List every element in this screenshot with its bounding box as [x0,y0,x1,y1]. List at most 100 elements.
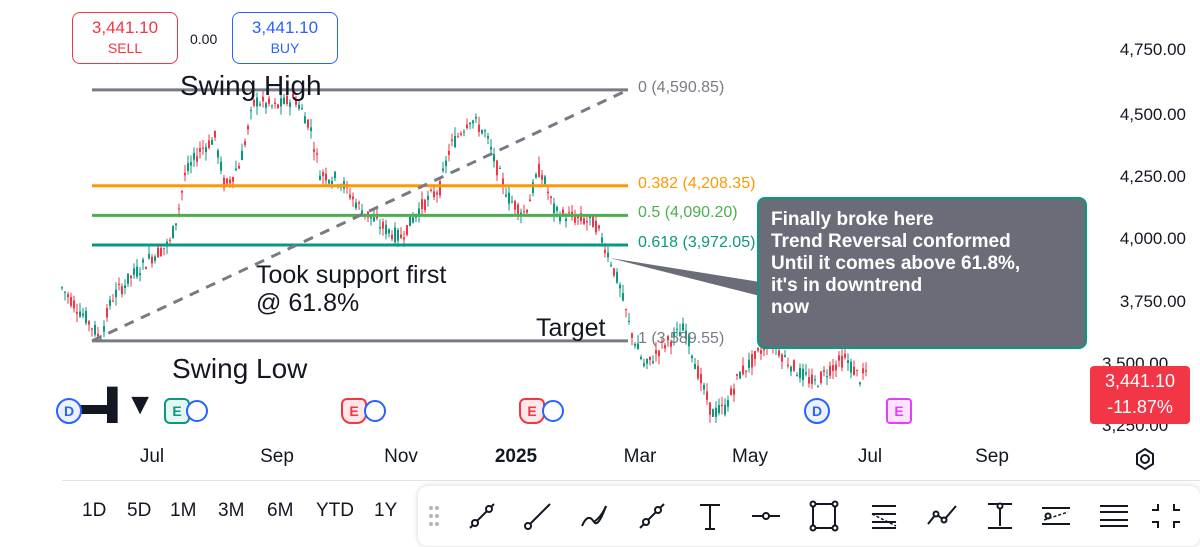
trend-reversal-callout[interactable]: Finally broke here Trend Reversal confor… [757,197,1087,349]
candle-body [703,384,705,390]
parallel-channel-icon[interactable] [1034,496,1078,536]
candle-body [418,208,420,217]
callout-line: Until it comes above 61.8%, [771,253,1021,274]
candle-body [439,181,441,196]
candle-body [88,321,90,325]
ray-icon[interactable] [516,496,560,536]
candle-body [130,275,132,278]
sell-price: 3,441.10 [91,18,159,37]
candle-body [484,130,486,132]
y-axis-label: 4,750.00 [1119,40,1186,59]
candle-body [622,292,624,301]
candle-body [700,374,702,384]
candle-body [850,361,852,373]
dividend-event-icon[interactable]: D [56,398,82,424]
candle-body [307,119,309,128]
candle-body [598,225,600,229]
path-icon[interactable] [920,496,964,536]
fullscreen-exit-icon[interactable] [1144,496,1188,536]
candle-body [184,172,186,176]
chart-settings-icon[interactable] [1132,446,1158,472]
x-axis-label: Mar [623,446,657,467]
candle-body [658,350,660,357]
event-marker-icon[interactable]: E [886,398,912,424]
sell-button[interactable]: 3,441.10 SELL [72,12,178,64]
candle-body [400,234,402,239]
buy-label: BUY [270,40,300,56]
price-range-icon[interactable] [978,496,1022,536]
candle-body [226,178,228,184]
candle-body [643,363,645,367]
candle-body [106,308,108,318]
candle-body [817,386,819,388]
candle-body [607,252,609,258]
text-icon[interactable] [688,496,732,536]
candle-body [847,360,849,363]
candle-body [70,297,72,306]
range-3m-button[interactable]: 3M [218,500,245,521]
candle-body [277,104,279,108]
candle-body [715,407,717,417]
candle-body [475,116,477,119]
candle-body [517,204,519,215]
buy-button[interactable]: 3,441.10 BUY [232,12,338,64]
trend-line-icon[interactable] [460,496,504,536]
dividend-event-icon[interactable]: D [804,398,830,424]
menu-icon[interactable] [1092,496,1136,536]
drag-handle-icon[interactable] [412,496,456,536]
range-6m-button[interactable]: 6M [267,500,294,521]
candle-body [316,153,318,155]
candle-body [574,216,576,223]
buy-price: 3,441.10 [251,18,319,37]
candle-body [193,152,195,160]
extended-line-icon[interactable] [630,496,674,536]
candle-body [652,361,654,364]
target-label: Target [536,314,606,342]
candle-body [628,320,630,322]
candle-body [865,370,867,372]
tradingview-logo: ▬▌▼ [80,388,155,421]
candle-body [490,146,492,150]
candle-body [142,259,144,263]
price-chart[interactable] [0,0,1200,480]
range-5d-button[interactable]: 5D [127,500,152,521]
candle-body [706,391,708,400]
candle-body [748,359,750,368]
candle-body [661,341,663,343]
candle-body [466,124,468,129]
candle-body [118,283,120,285]
candle-body [454,135,456,148]
candle-body [649,356,651,361]
candle-body [349,194,351,198]
candle-body [823,370,825,372]
candle-body [820,371,822,383]
y-axis-label: 4,000.00 [1119,229,1186,248]
candle-body [634,343,636,346]
candle-body [496,160,498,176]
support-label-line2: @ 61.8% [256,289,360,317]
candle-body [406,225,408,235]
range-1d-button[interactable]: 1D [82,500,107,521]
range-1m-button[interactable]: 1M [170,500,197,521]
candle-body [790,366,792,372]
candle-body [397,229,399,241]
candle-body [73,300,75,309]
candle-body [586,221,588,223]
candle-body [637,343,639,350]
candle-body [403,237,405,240]
range-ytd-button[interactable]: YTD [316,500,354,521]
horizontal-line-icon[interactable] [744,496,788,536]
candle-body [304,116,306,124]
candle-body [541,175,543,180]
candle-body [757,348,759,351]
fib-retracement-icon[interactable] [860,496,904,536]
candle-body [481,129,483,134]
candle-body [613,268,615,276]
candle-body [319,175,321,181]
rectangle-icon[interactable] [802,496,846,536]
x-axis-label: Jul [139,446,165,467]
range-1y-button[interactable]: 1Y [374,500,398,521]
brush-icon[interactable] [572,496,616,536]
candle-body [808,377,810,384]
candle-body [388,229,390,234]
